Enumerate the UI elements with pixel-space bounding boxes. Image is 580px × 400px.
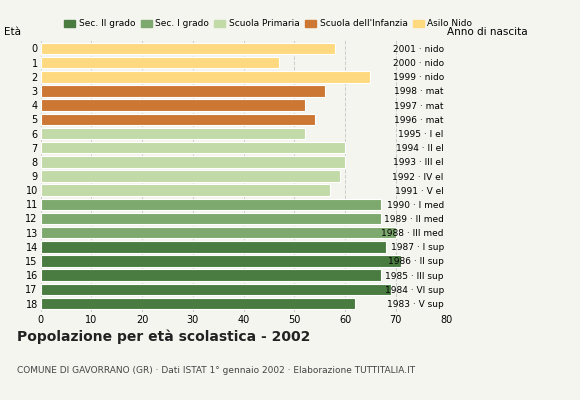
- Text: COMUNE DI GAVORRANO (GR) · Dati ISTAT 1° gennaio 2002 · Elaborazione TUTTITALIA.: COMUNE DI GAVORRANO (GR) · Dati ISTAT 1°…: [17, 366, 415, 375]
- Legend: Sec. II grado, Sec. I grado, Scuola Primaria, Scuola dell'Infanzia, Asilo Nido: Sec. II grado, Sec. I grado, Scuola Prim…: [61, 16, 476, 32]
- Bar: [41, 284, 391, 295]
- Bar: [41, 85, 325, 97]
- Bar: [41, 142, 345, 154]
- Text: Anno di nascita: Anno di nascita: [447, 27, 527, 37]
- Bar: [41, 99, 305, 111]
- Bar: [41, 57, 279, 68]
- Bar: [41, 156, 345, 168]
- Bar: [41, 227, 396, 238]
- Bar: [41, 114, 315, 125]
- Bar: [41, 269, 380, 281]
- Bar: [41, 170, 340, 182]
- Bar: [41, 198, 380, 210]
- Bar: [41, 43, 335, 54]
- Text: Popolazione per età scolastica - 2002: Popolazione per età scolastica - 2002: [17, 330, 311, 344]
- Bar: [41, 71, 371, 83]
- Bar: [41, 128, 305, 139]
- Bar: [41, 241, 386, 253]
- Bar: [41, 213, 380, 224]
- Bar: [41, 184, 330, 196]
- Bar: [41, 298, 355, 309]
- Bar: [41, 255, 401, 267]
- Text: Età: Età: [4, 27, 21, 37]
